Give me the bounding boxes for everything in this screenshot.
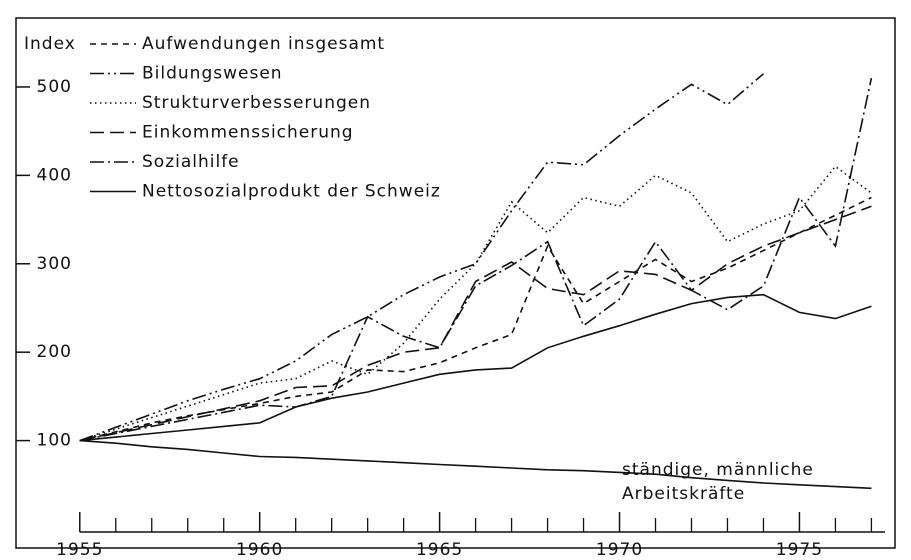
frame	[15, 17, 896, 549]
legend-label: Bildungswesen	[142, 64, 283, 84]
legend-label: Einkommenssicherung	[142, 123, 354, 143]
y-tick-label: 100	[37, 431, 72, 451]
y-tick-label: 300	[37, 254, 72, 274]
line-series	[79, 205, 872, 442]
line-series	[79, 77, 873, 442]
x-tick-label: 1960	[236, 540, 283, 560]
legend-label: Strukturverbesserungen	[142, 93, 371, 113]
line-series	[79, 196, 872, 442]
legend-label: Sozialhilfe	[142, 152, 240, 172]
x-tick-label: 1975	[776, 540, 823, 560]
x-tick-label: 1955	[56, 540, 103, 560]
annotation: Arbeitskräfte	[622, 484, 745, 504]
y-tick-label: 200	[37, 342, 72, 362]
y-tick-label: 400	[37, 165, 72, 185]
line-series	[79, 293, 872, 442]
y-axis-label: Index	[24, 34, 76, 54]
legend-label: Nettosozialprodukt der Schweiz	[142, 182, 441, 202]
line-series	[79, 165, 872, 442]
x-tick-label: 1965	[416, 540, 463, 560]
x-tick-label: 1970	[596, 540, 643, 560]
legend-label: Aufwendungen insgesamt	[142, 34, 385, 54]
y-tick-label: 500	[37, 77, 72, 97]
line-series	[79, 439, 872, 490]
line-series	[79, 73, 765, 442]
annotation: ständige, männliche	[622, 460, 814, 480]
